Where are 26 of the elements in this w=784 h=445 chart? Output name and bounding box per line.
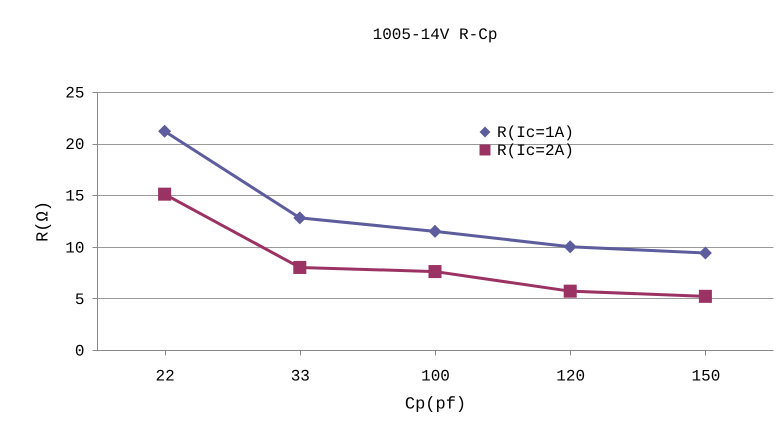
- point: [293, 211, 306, 224]
- point: [428, 265, 442, 278]
- legend-label: R(Ic=1A): [497, 124, 574, 142]
- y-tick-label: 0: [74, 342, 84, 360]
- point: [158, 188, 172, 201]
- point: [158, 124, 172, 138]
- point: [698, 290, 712, 303]
- point: [564, 284, 577, 298]
- point: [293, 260, 306, 274]
- point: [564, 240, 577, 254]
- chart-title: 1005-14V R-Cp: [372, 26, 498, 44]
- y-tick-label: 15: [65, 188, 84, 206]
- x-tick-label: 150: [691, 368, 720, 386]
- y-tick-label: 25: [65, 84, 84, 102]
- y-axis-title: R(Ω): [34, 201, 54, 242]
- x-axis-title: Cp(pf): [404, 396, 466, 414]
- x-tick-label: 100: [421, 368, 450, 386]
- x-tick-label: 120: [556, 368, 586, 386]
- point: [698, 246, 712, 260]
- x-tick-label: 33: [290, 368, 310, 386]
- x-tick-label: 22: [156, 368, 175, 386]
- y-tick-label: 20: [65, 136, 84, 154]
- legend-label: R(Ic=2A): [497, 142, 574, 160]
- point: [428, 224, 442, 238]
- y-tick-label: 10: [65, 239, 84, 258]
- y-tick-label: 5: [74, 290, 84, 309]
